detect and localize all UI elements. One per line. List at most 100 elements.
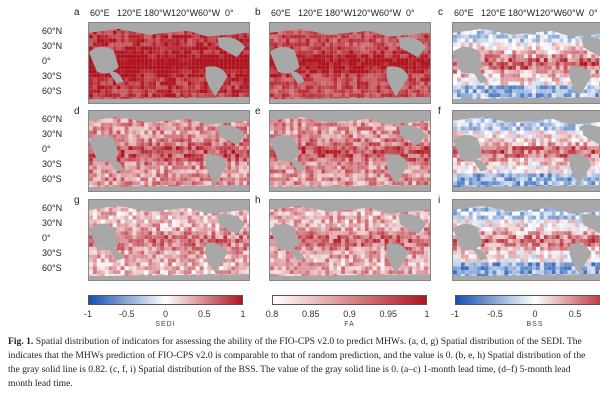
caption-line: Spatial distribution of indicators for a…	[35, 336, 582, 347]
latitude-label: 60°S	[42, 174, 62, 184]
longitude-label: 60°W	[562, 8, 585, 18]
land-mass	[289, 71, 305, 84]
land-mass	[569, 66, 592, 97]
longitude-label: 60°E	[271, 8, 291, 18]
panel-letter: b	[255, 7, 261, 18]
panel-letter: f	[438, 106, 441, 117]
land-mass	[453, 46, 483, 74]
land-mass	[89, 23, 249, 37]
colorbar-tick: 0.9	[343, 309, 356, 319]
land-mass	[453, 111, 600, 125]
land-mass	[453, 185, 600, 191]
colorbar-tick: 0.8	[265, 309, 279, 319]
land-mass	[472, 71, 488, 84]
land-mass	[289, 248, 305, 261]
colorbar-tick: 0	[532, 309, 538, 319]
longitude-label: 0°	[589, 8, 598, 18]
land-mass	[205, 154, 228, 185]
land-mass	[205, 243, 228, 274]
map-panel-b	[269, 22, 431, 104]
caption-label: Fig. 1.	[8, 336, 34, 347]
map-panel-e	[269, 110, 431, 192]
land-mass	[217, 125, 246, 146]
colorbar-tick: 0.95	[379, 309, 398, 319]
longitude-label: 60°E	[90, 8, 110, 18]
colorbar-fa	[272, 295, 427, 305]
land-mass	[289, 159, 305, 172]
longitude-label: 120°E	[481, 8, 506, 18]
longitude-label: 60°W	[198, 8, 221, 18]
latitude-label: 30°S	[42, 248, 62, 258]
land-mass	[581, 37, 600, 57]
land-mass	[89, 200, 249, 214]
latitude-label: 0°	[42, 233, 51, 243]
latitude-label: 60°N	[42, 26, 63, 36]
land-mass	[270, 274, 430, 280]
land-mass	[453, 23, 600, 37]
land-mass	[217, 214, 246, 235]
longitude-label: 180°W	[325, 8, 353, 18]
panel-letter: i	[438, 195, 441, 206]
latitude-label: 0°	[42, 144, 51, 154]
land-mass	[270, 111, 430, 125]
latitude-label: 30°N	[42, 41, 63, 51]
land-mass	[270, 46, 300, 74]
latitude-label: 30°S	[42, 159, 62, 169]
land-mass	[89, 185, 249, 191]
colorbar-tick: -1	[83, 309, 93, 319]
latitude-label: 60°S	[42, 86, 62, 96]
longitude-label: 60°W	[379, 8, 402, 18]
latitude-label: 30°N	[42, 129, 63, 139]
land-mass	[569, 154, 592, 185]
panel-letter: a	[74, 7, 80, 18]
colorbar-title: BSS	[526, 321, 544, 328]
land-mass	[108, 248, 124, 261]
land-mass	[453, 134, 483, 162]
land-mass	[108, 71, 124, 84]
latitude-label: 0°	[42, 56, 51, 66]
land-mass	[472, 248, 488, 261]
land-mass	[472, 159, 488, 172]
caption-line: month lead time.	[8, 378, 73, 389]
land-mass	[453, 223, 483, 251]
latitude-label: 30°S	[42, 71, 62, 81]
land-mass	[270, 185, 430, 191]
land-mass	[270, 134, 300, 162]
longitude-label: 120°W	[352, 8, 380, 18]
colorbar-bss	[455, 295, 600, 305]
colorbar-tick: -0.5	[118, 309, 135, 319]
land-mass	[453, 274, 600, 280]
land-mass	[89, 97, 249, 103]
map-panel-h	[269, 199, 431, 281]
figure-caption: Fig. 1. Spatial distribution of indicato…	[8, 335, 600, 391]
land-mass	[581, 125, 600, 145]
land-mass	[108, 159, 124, 172]
longitude-label: 120°E	[298, 8, 323, 18]
land-mass	[386, 66, 409, 97]
colorbar-tick: 1	[424, 309, 430, 319]
land-mass	[398, 37, 427, 58]
land-mass	[89, 274, 249, 280]
land-mass	[89, 111, 249, 125]
longitude-label: 120°W	[535, 8, 563, 18]
land-mass	[89, 46, 119, 74]
panel-letter: h	[255, 195, 261, 206]
land-mass	[569, 243, 592, 274]
caption-line: the gray solid line is 0.82. (c, f, i) S…	[8, 364, 571, 375]
land-mass	[270, 23, 430, 37]
colorbar-tick: -1	[450, 309, 460, 319]
map-panel-i	[452, 199, 600, 281]
colorbar-tick: 1	[240, 309, 246, 319]
panel-letter: d	[74, 106, 80, 117]
map-panel-f	[452, 110, 600, 192]
latitude-label: 60°N	[42, 203, 63, 213]
longitude-label: 0°	[225, 8, 234, 18]
longitude-label: 60°E	[454, 8, 474, 18]
colorbar-tick: 0	[162, 309, 169, 319]
land-mass	[270, 223, 300, 251]
land-mass	[89, 134, 119, 162]
colorbar-sedi	[88, 295, 243, 305]
land-mass	[270, 200, 430, 214]
longitude-label: 120°W	[171, 8, 199, 18]
land-mass	[398, 125, 427, 146]
